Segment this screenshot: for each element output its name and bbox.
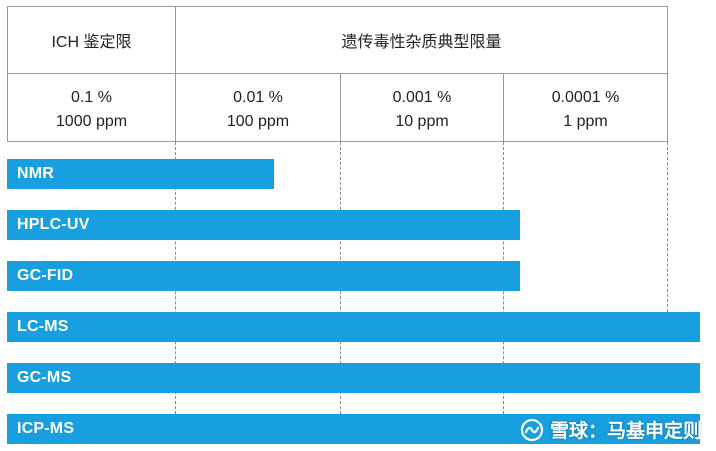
- bar-label: GC-MS: [17, 369, 72, 386]
- header-divider: [7, 73, 668, 74]
- limit-ppm: 10 ppm: [395, 113, 449, 130]
- bar-hplc-uv: HPLC-UV: [7, 210, 520, 240]
- column-divider-3: [503, 73, 504, 142]
- bar-icp-ms: ICP-MS: [7, 414, 700, 444]
- bar-label: ICP-MS: [17, 420, 75, 437]
- table-right-border: [667, 6, 668, 142]
- limit-cell-1000ppm: 0.1 % 1000 ppm: [8, 86, 175, 134]
- bar-label: NMR: [17, 165, 55, 182]
- table-left-border: [7, 6, 8, 142]
- ich-limit-header: ICH 鉴定限: [51, 34, 132, 51]
- limit-cell-10ppm: 0.001 % 10 ppm: [341, 86, 503, 134]
- limit-cell-1ppm: 0.0001 % 1 ppm: [504, 86, 667, 134]
- watermark-text: 雪球：马基申定则: [549, 421, 702, 442]
- limit-cell-100ppm: 0.01 % 100 ppm: [176, 86, 340, 134]
- table-bottom-border: [7, 141, 668, 142]
- limit-percent: 0.01 %: [233, 89, 283, 106]
- column-divider-2: [340, 73, 341, 142]
- limit-ppm: 1 ppm: [563, 113, 608, 130]
- bar-nmr: NMR: [7, 159, 275, 189]
- limit-ppm: 1000 ppm: [55, 113, 128, 130]
- guide-line-right: [667, 142, 668, 312]
- bar-label: GC-FID: [17, 267, 74, 284]
- limit-ppm: 100 ppm: [226, 113, 290, 130]
- snowball-logo-icon: [520, 418, 544, 441]
- bar-label: LC-MS: [17, 318, 69, 335]
- bar-gc-ms: GC-MS: [7, 363, 700, 393]
- limit-percent: 0.001 %: [392, 89, 452, 106]
- column-divider-1: [175, 6, 176, 142]
- table-top-border: [7, 6, 668, 7]
- genotoxic-limit-header: 遗传毒性杂质典型限量: [341, 34, 502, 51]
- limit-percent: 0.0001 %: [551, 89, 620, 106]
- limit-percent: 0.1 %: [71, 89, 112, 106]
- bar-lc-ms: LC-MS: [7, 312, 700, 342]
- watermark: 雪球：马基申定则: [520, 416, 702, 443]
- bar-gc-fid: GC-FID: [7, 261, 520, 291]
- bar-label: HPLC-UV: [17, 216, 90, 233]
